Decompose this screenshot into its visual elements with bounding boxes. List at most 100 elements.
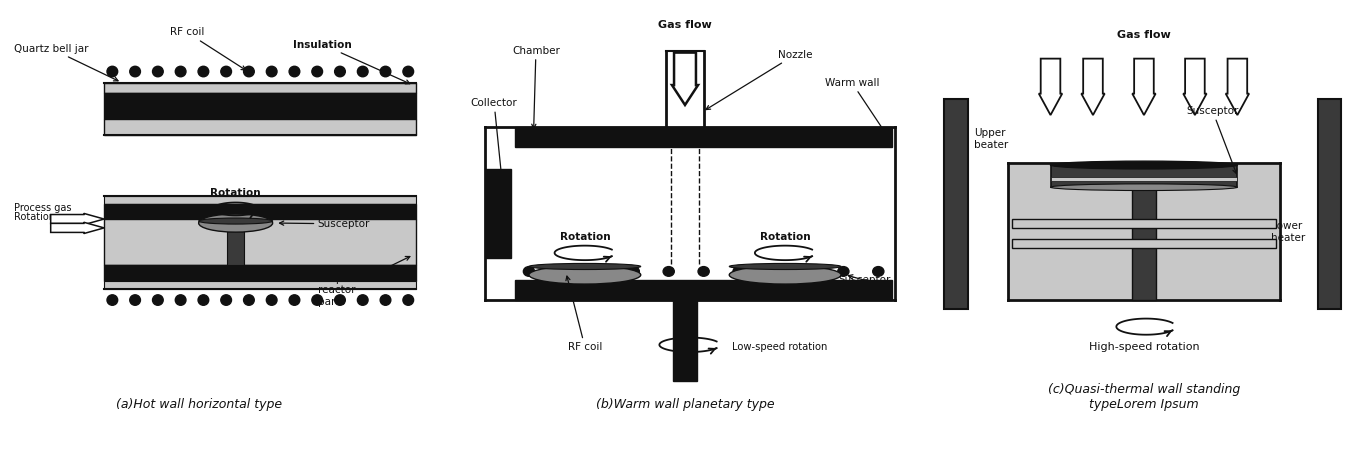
- Bar: [485, 169, 511, 258]
- Circle shape: [334, 66, 345, 77]
- Circle shape: [152, 295, 163, 305]
- Polygon shape: [671, 53, 699, 105]
- Polygon shape: [51, 213, 104, 225]
- Circle shape: [629, 267, 640, 276]
- Text: Collector: Collector: [471, 98, 518, 191]
- Text: High-speed rotation: High-speed rotation: [1089, 342, 1199, 352]
- Circle shape: [403, 66, 414, 77]
- Bar: [1318, 99, 1341, 309]
- Bar: [104, 83, 416, 93]
- Circle shape: [699, 267, 710, 276]
- Text: Insulation: Insulation: [293, 39, 410, 84]
- Polygon shape: [1132, 59, 1156, 115]
- Text: Susceptor: Susceptor: [279, 219, 370, 229]
- Circle shape: [312, 295, 322, 305]
- Circle shape: [107, 66, 118, 77]
- Bar: [104, 196, 416, 204]
- Circle shape: [769, 267, 780, 276]
- Circle shape: [803, 267, 814, 276]
- Text: Susceptor: Susceptor: [838, 275, 890, 285]
- Circle shape: [199, 66, 208, 77]
- Ellipse shape: [199, 214, 273, 232]
- Text: Rotation gas: Rotation gas: [14, 212, 75, 222]
- Ellipse shape: [529, 266, 641, 284]
- Polygon shape: [1081, 59, 1104, 115]
- Text: (a)Hot wall horizontal type: (a)Hot wall horizontal type: [115, 398, 282, 411]
- Ellipse shape: [1051, 161, 1237, 169]
- Text: Graphite
reactor
parts: Graphite reactor parts: [318, 256, 410, 307]
- Circle shape: [244, 295, 255, 305]
- Text: Rotation: Rotation: [559, 232, 610, 242]
- Bar: [1051, 176, 1237, 180]
- Circle shape: [733, 267, 744, 276]
- Bar: [104, 93, 416, 119]
- Bar: [574, 272, 595, 279]
- Polygon shape: [1184, 59, 1207, 115]
- Circle shape: [403, 295, 414, 305]
- Text: (b)Warm wall planetary type: (b)Warm wall planetary type: [596, 398, 774, 411]
- Circle shape: [130, 295, 141, 305]
- Text: Upper
beater: Upper beater: [974, 128, 1008, 150]
- Circle shape: [130, 66, 141, 77]
- Circle shape: [358, 295, 369, 305]
- Circle shape: [873, 267, 884, 276]
- Text: Nozzle: Nozzle: [706, 49, 812, 109]
- Circle shape: [838, 267, 849, 276]
- Text: Gas flow: Gas flow: [658, 21, 712, 30]
- Ellipse shape: [1051, 184, 1237, 191]
- Text: Susceptor: Susceptor: [1186, 106, 1238, 174]
- Circle shape: [199, 295, 208, 305]
- Circle shape: [559, 267, 570, 276]
- Polygon shape: [51, 222, 104, 234]
- Text: Low-speed rotation: Low-speed rotation: [732, 342, 827, 352]
- Circle shape: [221, 295, 232, 305]
- Bar: [104, 281, 416, 289]
- Text: Lower
heater: Lower heater: [1271, 221, 1306, 243]
- Text: RF coil: RF coil: [566, 276, 601, 352]
- Circle shape: [593, 267, 604, 276]
- Bar: [1051, 165, 1237, 187]
- Circle shape: [289, 295, 300, 305]
- Ellipse shape: [729, 263, 841, 270]
- Bar: [1010, 164, 1278, 299]
- Circle shape: [221, 66, 232, 77]
- Polygon shape: [1038, 59, 1062, 115]
- Text: Quartz bell jar: Quartz bell jar: [14, 44, 118, 81]
- Ellipse shape: [729, 266, 841, 284]
- Circle shape: [175, 66, 186, 77]
- Ellipse shape: [529, 263, 641, 270]
- Bar: [1132, 164, 1156, 300]
- Text: Rotation: Rotation: [211, 188, 260, 198]
- Circle shape: [379, 295, 390, 305]
- Polygon shape: [1226, 59, 1249, 115]
- Bar: [515, 127, 892, 147]
- Bar: [104, 119, 416, 135]
- Text: Gas flow: Gas flow: [1117, 30, 1171, 40]
- Text: Chamber: Chamber: [512, 45, 560, 128]
- Bar: [515, 280, 892, 300]
- Bar: [227, 219, 244, 265]
- Bar: [104, 265, 416, 281]
- Circle shape: [107, 295, 118, 305]
- Bar: [1012, 239, 1275, 248]
- Circle shape: [312, 66, 322, 77]
- Bar: [1012, 219, 1275, 228]
- Text: RF coil: RF coil: [170, 27, 245, 70]
- Circle shape: [358, 66, 369, 77]
- Bar: [775, 272, 796, 279]
- Circle shape: [152, 66, 163, 77]
- Text: Warm wall: Warm wall: [825, 78, 891, 141]
- Text: Rotation: Rotation: [760, 232, 811, 242]
- Text: Process gas: Process gas: [14, 203, 71, 213]
- Circle shape: [266, 66, 277, 77]
- Circle shape: [266, 295, 277, 305]
- Circle shape: [175, 295, 186, 305]
- Circle shape: [523, 267, 534, 276]
- Circle shape: [663, 267, 674, 276]
- Bar: [944, 99, 967, 309]
- Bar: [104, 204, 416, 219]
- Circle shape: [244, 66, 255, 77]
- Text: (c)Quasi-thermal wall standing
typeLorem Ipsum: (c)Quasi-thermal wall standing typeLorem…: [1048, 383, 1240, 411]
- Ellipse shape: [199, 218, 273, 224]
- Bar: [674, 300, 697, 381]
